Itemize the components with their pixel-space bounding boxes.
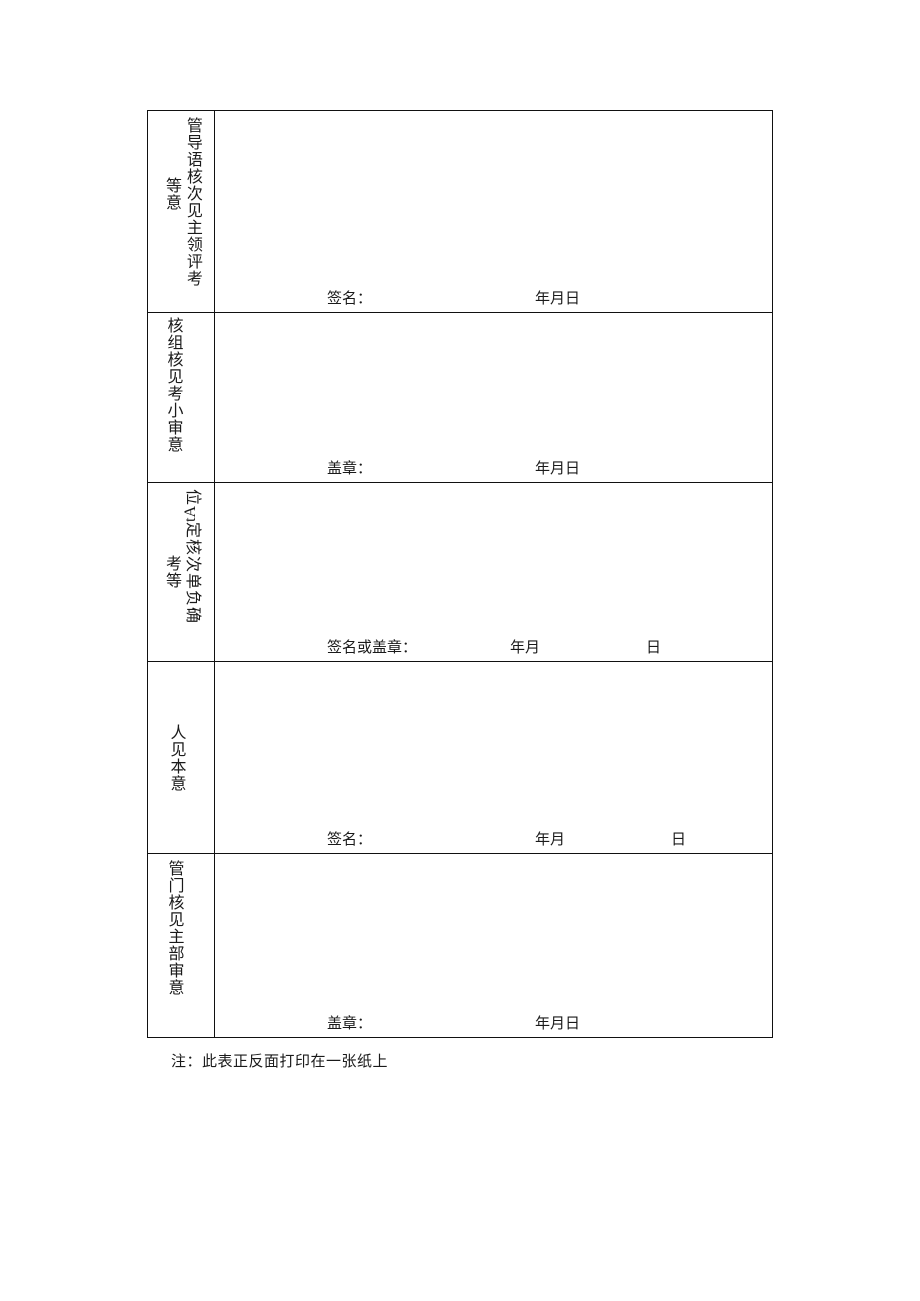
table-row: 人见本意 签名： 年月 日 (147, 661, 773, 854)
table-row: 管门核见主部审意 盖章： 年月日 (147, 853, 773, 1038)
day-label: 日 (671, 832, 687, 848)
vertical-label-primary: 核组核见考小审意 (164, 317, 182, 453)
row-content-department-review[interactable]: 盖章： 年月日 (214, 853, 773, 1038)
signature-label: 盖章： (327, 1016, 373, 1032)
table-row: 管导语核次见主领评考 等意 签名： 年月日 (147, 110, 773, 313)
vertical-label-primary-head: 位 (183, 489, 201, 507)
signature-label: 签名： (327, 291, 373, 307)
evaluation-form-table: 管导语核次见主领评考 等意 签名： 年月日 核组核见考小审意 (147, 110, 773, 1038)
vertical-label-latin-fragment: tA (182, 506, 199, 523)
vertical-label-block: 核组核见考小审意 (148, 313, 214, 482)
signature-label: 签名： (327, 832, 373, 848)
signature-footer: 签名： 年月 日 (215, 828, 772, 849)
vertical-label-primary-tail: 定核次单负确 (183, 522, 201, 625)
date-label: 年月 (535, 832, 566, 848)
vertical-label-block: 位tA定核次单负确 考等 (148, 483, 214, 661)
table-row: 位tA定核次单负确 考等 签名或盖章： 年月 日 (147, 482, 773, 662)
row-label-department-review: 管门核见主部审意 (147, 853, 215, 1038)
vertical-label-primary-composite: 位tA定核次单负确 (182, 483, 201, 624)
row-content-self-opinion[interactable]: 签名： 年月 日 (214, 661, 773, 854)
signature-label: 签名或盖章： (327, 640, 418, 656)
date-label: 年月日 (535, 291, 581, 307)
row-label-leader-review: 管导语核次见主领评考 等意 (147, 110, 215, 313)
row-label-unit-confirmation: 位tA定核次单负确 考等 (147, 482, 215, 662)
table-row: 核组核见考小审意 盖章： 年月日 (147, 312, 773, 483)
signature-footer: 盖章： 年月日 (215, 1012, 772, 1033)
footer-note: 注：此表正反面打印在一张纸上 (171, 1054, 389, 1070)
day-label: 日 (646, 640, 662, 656)
row-label-review-group: 核组核见考小审意 (147, 312, 215, 483)
vertical-label-primary: 管门核见主部审意 (165, 860, 183, 996)
signature-label: 盖章： (327, 461, 373, 477)
vertical-label-primary: 人见本意 (167, 723, 185, 792)
vertical-label-block: 管门核见主部审意 (148, 854, 214, 1037)
row-content-leader-review[interactable]: 签名： 年月日 (214, 110, 773, 313)
vertical-label-block: 管导语核次见主领评考 等意 (148, 111, 214, 312)
vertical-label-secondary: 等意 (163, 177, 180, 211)
vertical-label-block: 人见本意 (148, 662, 214, 853)
date-label: 年月 (510, 640, 541, 656)
row-content-review-group[interactable]: 盖章： 年月日 (214, 312, 773, 483)
row-content-unit-confirmation[interactable]: 签名或盖章： 年月 日 (214, 482, 773, 662)
vertical-label-secondary: 考等 (163, 555, 180, 589)
signature-footer: 签名或盖章： 年月 日 (215, 636, 772, 657)
signature-footer: 盖章： 年月日 (215, 457, 772, 478)
signature-footer: 签名： 年月日 (215, 287, 772, 308)
vertical-label-primary: 管导语核次见主领评考 (183, 117, 201, 287)
date-label: 年月日 (535, 1016, 581, 1032)
row-label-self-opinion: 人见本意 (147, 661, 215, 854)
date-label: 年月日 (535, 461, 581, 477)
